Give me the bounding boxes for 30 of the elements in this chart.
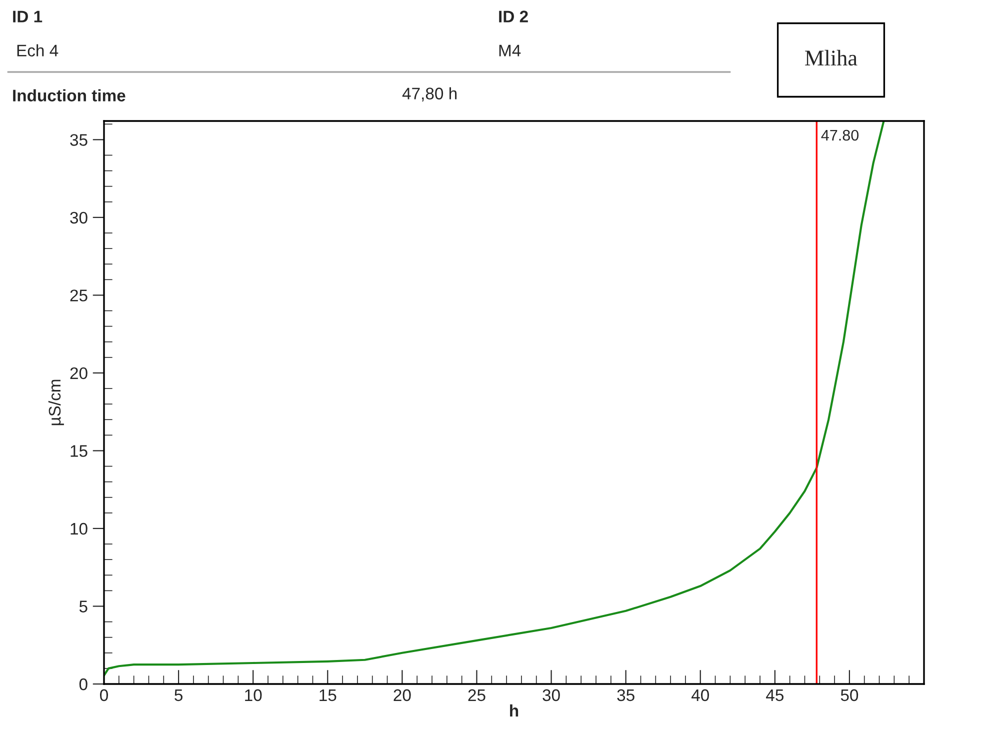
y-tick-label: 10 [70,522,88,535]
x-tick-label: 20 [394,689,411,702]
text: M4 [499,44,521,56]
x-tick-label: 5 [174,689,182,702]
y-tick-label: 5 [79,600,88,612]
text: Induction time [13,89,126,102]
y-tick-label: 25 [70,290,88,302]
line-series [104,121,885,676]
y-tick-label: 35 [70,134,88,146]
x-tick-label: 15 [320,689,336,702]
y-tick-label: 20 [70,367,88,380]
x-tick-label: 30 [542,689,560,702]
x-tick-label: 25 [468,689,486,702]
y-tick-label: 0 [79,678,88,690]
x-axis-title: h [510,704,518,716]
x-tick-label: 45 [766,689,784,702]
text: ID 1 [13,10,42,22]
text: ID 2 [499,10,528,22]
x-tick-label: 0 [100,689,108,702]
y-tick-label: 15 [70,445,88,457]
text: Ech 4 [17,44,58,56]
ref-line-label: 47.80 [821,130,859,141]
text: 47,80 h [402,87,457,102]
x-tick-label: 35 [617,689,634,702]
x-tick-label: 50 [840,689,858,702]
x-tick-label: 40 [691,689,709,702]
x-tick-label: 10 [245,689,262,702]
y-tick-label: 30 [70,212,88,224]
y-axis-title: µS/cm [48,380,64,426]
text: Mliha [805,50,858,66]
